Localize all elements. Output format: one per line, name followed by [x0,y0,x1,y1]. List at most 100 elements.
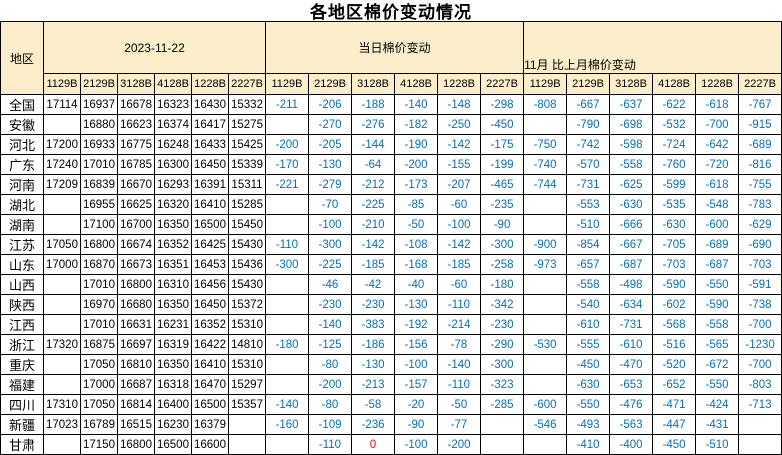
daily-change-cell: -290 [479,334,525,355]
prices-cell: 16318 [154,374,192,395]
prices-cell: 17010 [80,314,118,335]
region-cell: 山东 [0,254,44,275]
prices-cell: 17150 [80,434,118,455]
table-row: 安徽 16880 16623 16374 16417 15275 -270 -276 -182-… [0,114,782,135]
monthly-change-cell: -447 [652,414,697,435]
prices-cell [43,194,81,215]
daily-change-cell [265,274,309,295]
prices-cell: 15332 [228,94,266,115]
daily-change-cell: -142 [437,234,481,255]
prices-cell [228,434,266,455]
table-row: 广东 17240 17010 16785 16300 16450 15339 -170 -130… [0,154,782,175]
daily-change-cell: -270 [308,114,352,135]
monthly-change-cell: -535 [652,194,697,215]
monthly-change-cell: -700 [695,114,740,135]
monthly-change-cell: -558 [609,154,654,175]
monthly-change-cell: -724 [652,134,697,155]
daily-change-cell: -182 [394,114,438,135]
prices-cell: 16625 [117,194,155,215]
daily-change-cell: -168 [394,254,438,275]
prices-cell: 17010 [80,274,118,295]
daily-change-cell: -50 [394,214,438,235]
daily-change-cell: -50 [437,394,481,415]
daily-change-cell: -465 [479,174,525,195]
daily-change-cell: -236 [351,414,395,435]
region-cell: 全国 [0,94,44,115]
prices-cell: 16453 [191,254,229,275]
daily-change-cell [265,374,309,395]
daily-change-cell: -142 [437,134,481,155]
daily-change-cell: -130 [394,294,438,315]
monthly-change-cell: -450 [652,434,697,455]
prices-cell: 16352 [191,314,229,335]
daily-change-cell: -155 [437,154,481,175]
prices-cell [43,114,81,135]
daily-change-cell: -109 [308,414,352,435]
prices-cell: 16425 [191,234,229,255]
monthly-change-cell: -750 [523,134,568,155]
monthly-change-cell: -400 [609,434,654,455]
table-row: 湖南 17100 16700 16350 16500 15450 -100 -210 -50 -1… [0,214,782,235]
daily-change-cell: -206 [308,94,352,115]
table-row: 四川 17310 17050 16814 16400 16500 15357 -140 -80-… [0,394,782,415]
monthly-change-cell: -625 [609,174,654,195]
daily-change-cell [265,214,309,235]
region-cell: 湖北 [0,194,44,215]
daily-change-cell: -200 [437,434,481,455]
prices-cell: 16814 [117,394,155,415]
table-row: 江苏 17050 16800 16674 16352 16425 15430 -110 -300… [0,234,782,255]
daily-change-cell: -185 [351,254,395,275]
monthly-change-cell: -610 [566,314,611,335]
monthly-change-cell: -540 [566,294,611,315]
monthly-change-cell: -550 [566,394,611,415]
monthly-change-cell: -657 [566,254,611,275]
region-cell: 甘肃 [0,434,44,455]
daily-change-cell: -100 [394,354,438,375]
prices-cell: 16870 [80,254,118,275]
prices-cell: 16775 [117,134,155,155]
monthly-change-cell: -532 [652,114,697,135]
daily-change-cell: -180 [265,334,309,355]
group-header-monthly-change: 11月 比上月棉价变动 [523,21,782,74]
monthly-change-cell: -666 [609,214,654,235]
region-cell: 浙江 [0,334,44,355]
daily-change-cell: -64 [351,154,395,175]
cotton-price-table: 地区 2023-11-22 当日棉价变动 11月 比上月棉价变动 1129B 21… [0,21,782,455]
daily-change-cell: -110 [437,374,481,395]
daily-change-cell: -213 [351,374,395,395]
daily-change-cell: -211 [265,94,309,115]
daily-change-cell: -212 [351,174,395,195]
daily-change-cell [265,354,309,375]
grade-header-row: 1129B 2129B 3128B 4128B 1228B 2227B 1129B 2129B… [1,73,782,95]
monthly-change-cell: -808 [523,94,568,115]
prices-cell: 15339 [228,154,266,175]
table-row: 河北 17200 16933 16775 16248 16433 15425 -200 -205… [0,134,782,155]
daily-change-cell: -230 [351,294,395,315]
monthly-change-cell: -510 [566,214,611,235]
prices-cell: 17050 [80,394,118,415]
monthly-change-cell: -738 [738,294,782,315]
monthly-change-cell: -637 [609,94,654,115]
daily-change-cell: -77 [437,414,481,435]
prices-cell [43,294,81,315]
region-cell: 新疆 [0,414,44,435]
region-cell: 河北 [0,134,44,155]
table-row: 江西 17010 16631 16231 16352 15310 -140 -383 -192-… [0,314,782,335]
table-row: 甘肃 17150 16800 16500 16600 -110 0 -100 -200 -410-… [0,434,782,455]
monthly-change-cell: -546 [523,414,568,435]
daily-change-cell [265,434,309,455]
grade-column-header: 1129B [43,73,81,95]
daily-change-cell: -300 [308,234,352,255]
grade-column-header: 4128B [652,73,697,95]
prices-cell: 15310 [228,354,266,375]
prices-cell: 16687 [117,374,155,395]
region-cell: 安徽 [0,114,44,135]
prices-cell: 16785 [117,154,155,175]
monthly-change-cell: -516 [652,334,697,355]
daily-change-cell [265,294,309,315]
monthly-change-cell: -667 [566,94,611,115]
monthly-change-cell: -816 [738,154,782,175]
prices-cell: 15275 [228,114,266,135]
monthly-change-cell: -854 [566,234,611,255]
